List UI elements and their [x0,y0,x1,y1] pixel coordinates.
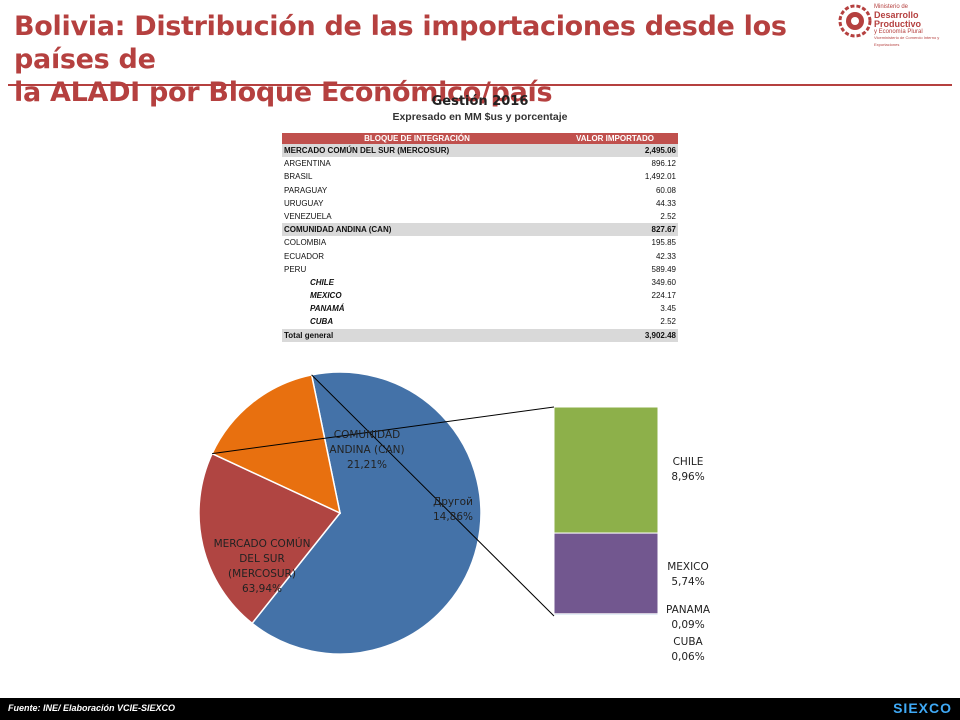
row-value: 2.52 [660,317,676,327]
pie-of-bar-chart: MERCADO COMÚN DEL SUR (MERCOSUR) 63,94% COMU… [0,360,960,700]
bar-segment-label-line: CUBA [673,636,703,648]
row-value: 2.52 [660,211,676,221]
header-block: BLOQUE DE INTEGRACIÓN [364,134,470,143]
slice-label-line: MERCADO COMÚN [213,538,311,550]
bar-segment-label-line: 0,06% [671,651,705,663]
row-value: 224.17 [651,291,676,301]
row-label: COMUNIDAD ANDINA (CAN) [284,225,392,235]
table-row: MEXICO 224.17 [282,289,678,302]
row-label: Total general [284,330,334,340]
row-value: 60.08 [655,185,676,195]
bar-segment-label: MEXICO 5,74% [638,560,738,590]
row-label: MERCADO COMÚN DEL SUR (MERCOSUR) [284,146,450,155]
logo-small: Ministerio de [874,4,909,10]
row-value: 827.67 [651,225,676,235]
slice-label-line: 63,94% [241,583,283,595]
connector-line [311,374,555,617]
row-label: VENEZUELA [284,211,332,221]
bar-segment-label-line: PANAMA [665,604,711,616]
row-label: CHILE [310,277,334,287]
title-divider [8,84,952,86]
imports-table: BLOQUE DE INTEGRACIÓN VALOR IMPORTADO ME… [282,133,678,342]
row-label: PARAGUAY [284,185,328,195]
slice-label-line: DEL SUR [239,553,285,565]
table-row: Total general 3,902.48 [282,328,678,342]
row-value: 195.85 [651,238,676,248]
subtitle-year: Gestión 2016 [431,94,529,109]
row-label: MEXICO [310,291,342,301]
table-row: MERCADO COMÚN DEL SUR (MERCOSUR) 2,495.06 [282,144,678,158]
bar-segment-label-line: CHILE [672,456,704,468]
bar-segment-label: CHILE 8,96% [638,455,738,485]
chart-subtitle: Gestión 2016 Expresado en MM $us y porce… [280,94,680,123]
table-row: ECUADOR 42.33 [282,250,678,263]
row-label: PANAMÁ [310,304,345,314]
slice-label-line: (MERCOSUR) [228,568,296,580]
table-row: CHILE 349.60 [282,276,678,289]
slice-label-line: Другой [433,496,473,508]
bar-segment-label-line: 0,09% [671,619,705,631]
table-row: COLOMBIA 195.85 [282,236,678,249]
logo-main: Desarrollo Productivo [874,9,922,29]
ministry-seal-icon [838,4,872,38]
table-row: VENEZUELA 2.52 [282,210,678,223]
row-value: 1,492.01 [644,172,676,182]
footer-brand-logo: SIEXCO [893,700,952,716]
row-label: URUGUAY [284,198,324,208]
table-row: COMUNIDAD ANDINA (CAN) 827.67 [282,223,678,237]
chart-canvas [198,371,659,655]
slice-label-line: 14,86% [432,511,474,523]
bar-segment-label-line: 5,74% [671,576,705,588]
bar-segment-label-line: 8,96% [671,471,705,483]
table-row: URUGUAY 44.33 [282,197,678,210]
row-label: PERU [284,264,307,274]
table-body: MERCADO COMÚN DEL SUR (MERCOSUR) 2,495.06… [282,144,678,342]
footer-source: Fuente: INE/ Elaboración VCIE-SIEXCO [8,703,176,713]
ministry-logo: Ministerio de Desarrollo Productivo y Ec… [838,2,956,47]
row-value: 349.60 [651,277,676,287]
table-row: BRASIL 1,492.01 [282,170,678,183]
pie-slice [198,452,342,625]
connector-line [212,406,555,455]
table-header: BLOQUE DE INTEGRACIÓN VALOR IMPORTADO [282,133,678,144]
row-value: 2,495.06 [644,146,676,155]
row-value: 3.45 [660,304,676,314]
row-label: ECUADOR [284,251,325,261]
header-value: VALOR IMPORTADO [576,134,654,143]
table-row: PERU 589.49 [282,263,678,276]
row-label: ARGENTINA [284,159,331,169]
slice-label: COMUNIDAD ANDINA (CAN) 21,21% [297,428,437,473]
row-label: COLOMBIA [284,238,327,248]
title-line-2: la ALADI por Bloque Económico/país [14,77,553,108]
row-label: CUBA [310,317,334,327]
title-line-1: Bolivia: Distribución de las importacion… [14,11,787,75]
table-row: CUBA 2.52 [282,315,678,328]
logo-tag: Viceministerio de Comercio Interno y Exp… [874,35,940,47]
bar-segment-label: PANAMA 0,09% [638,603,738,633]
row-value: 589.49 [651,264,676,274]
footer-bar: Fuente: INE/ Elaboración VCIE-SIEXCO SIE… [0,698,960,720]
row-label: BRASIL [284,172,313,182]
slice-label-line: ANDINA (CAN) [329,444,405,456]
pie-slice [211,374,342,515]
bar-segment-label-line: MEXICO [667,561,709,573]
row-value: 44.33 [655,198,676,208]
table-row: ARGENTINA 896.12 [282,157,678,170]
row-value: 42.33 [655,251,676,261]
bar-segment-label: CUBA 0,06% [638,635,738,665]
subtitle-units: Expresado en MM $us y porcentaje [392,111,568,123]
page-title: Bolivia: Distribución de las importacion… [14,10,834,109]
table-row: PANAMÁ 3.45 [282,302,678,315]
table-row: PARAGUAY 60.08 [282,184,678,197]
logo-sub: y Economía Plural [874,28,923,35]
row-value: 896.12 [651,159,676,169]
slice-label: MERCADO COMÚN DEL SUR (MERCOSUR) 63,94% [192,537,332,597]
slice-label-line: 21,21% [346,459,388,471]
pie-slice [251,371,482,655]
row-value: 3,902.48 [644,330,676,340]
slice-label-line: COMUNIDAD [333,429,401,441]
slice-label: Другой 14,86% [383,495,523,525]
